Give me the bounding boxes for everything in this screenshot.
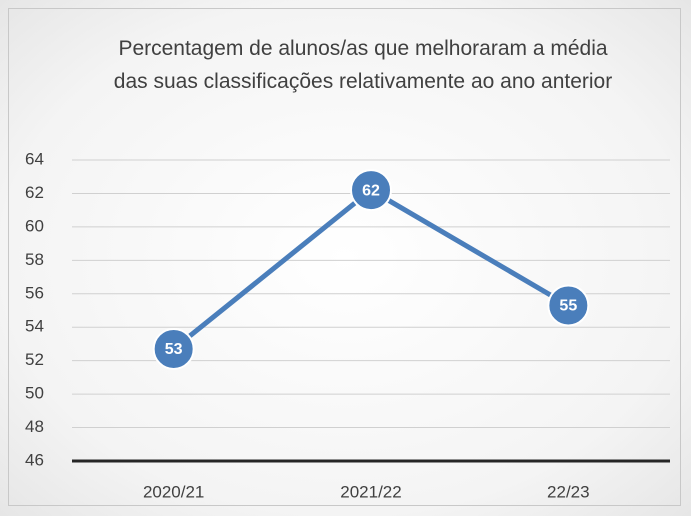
point [350, 169, 392, 212]
x-tick-label: 22/23 [547, 482, 590, 501]
y-tick-label: 46 [25, 450, 44, 469]
y-tick-label: 50 [25, 384, 44, 403]
point [547, 284, 590, 327]
line [172, 187, 570, 351]
data-label: 55 [559, 298, 577, 315]
x-tick-label: 2021/22 [340, 482, 401, 501]
x-tick-label: 2020/21 [143, 482, 204, 501]
data-label: 53 [165, 341, 183, 358]
data-label: 62 [362, 182, 380, 199]
y-tick-label: 60 [25, 216, 44, 235]
y-tick-label: 58 [25, 250, 44, 269]
y-tick-label: 52 [25, 350, 44, 369]
y-tick-label: 48 [25, 417, 44, 436]
y-tick-label: 56 [25, 283, 44, 302]
y-tick-label: 54 [25, 317, 44, 336]
chart-frame [8, 8, 681, 506]
y-tick-label: 64 [25, 149, 44, 168]
point [152, 327, 195, 370]
chart-title: Percentagem de alunos/as que melhoraram … [113, 37, 613, 93]
y-tick-label: 62 [25, 183, 44, 202]
